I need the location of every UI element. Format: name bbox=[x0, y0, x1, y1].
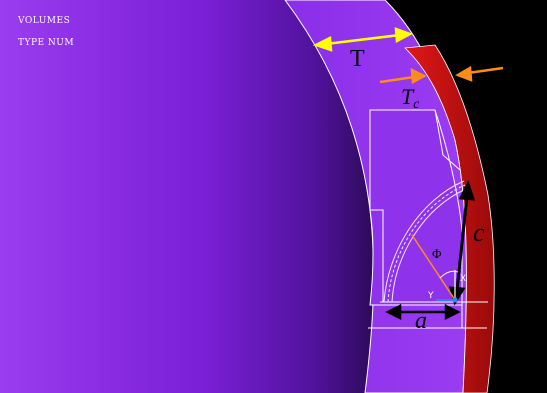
coating-thickness-label: T bbox=[350, 46, 365, 72]
coating-thickness-arrow bbox=[312, 27, 414, 52]
crack-length-arrow bbox=[385, 303, 461, 321]
crack-depth-arrow bbox=[448, 180, 476, 306]
crack-front-mesh bbox=[383, 180, 467, 303]
partition-lines bbox=[368, 109, 488, 329]
axis-y-label: Y bbox=[428, 291, 434, 301]
crack-half-length-label: a bbox=[415, 308, 427, 334]
legend-type-num: TYPE NUM bbox=[18, 38, 75, 48]
crack-depth-label: c bbox=[473, 218, 485, 247]
phi-label: Φ bbox=[432, 246, 442, 261]
substrate-volume bbox=[0, 0, 374, 393]
legend-volumes: VOLUMES bbox=[18, 16, 71, 26]
tc-label: Tc bbox=[401, 84, 419, 112]
tc-label-subscript: c bbox=[413, 96, 420, 111]
axis-x-label: X bbox=[460, 274, 467, 284]
tc-arrows bbox=[379, 65, 504, 85]
phi-radius-line bbox=[411, 234, 456, 301]
local-coordinate-triad bbox=[436, 270, 458, 303]
tc-label-base: T bbox=[401, 84, 414, 109]
phi-arc bbox=[439, 270, 459, 279]
